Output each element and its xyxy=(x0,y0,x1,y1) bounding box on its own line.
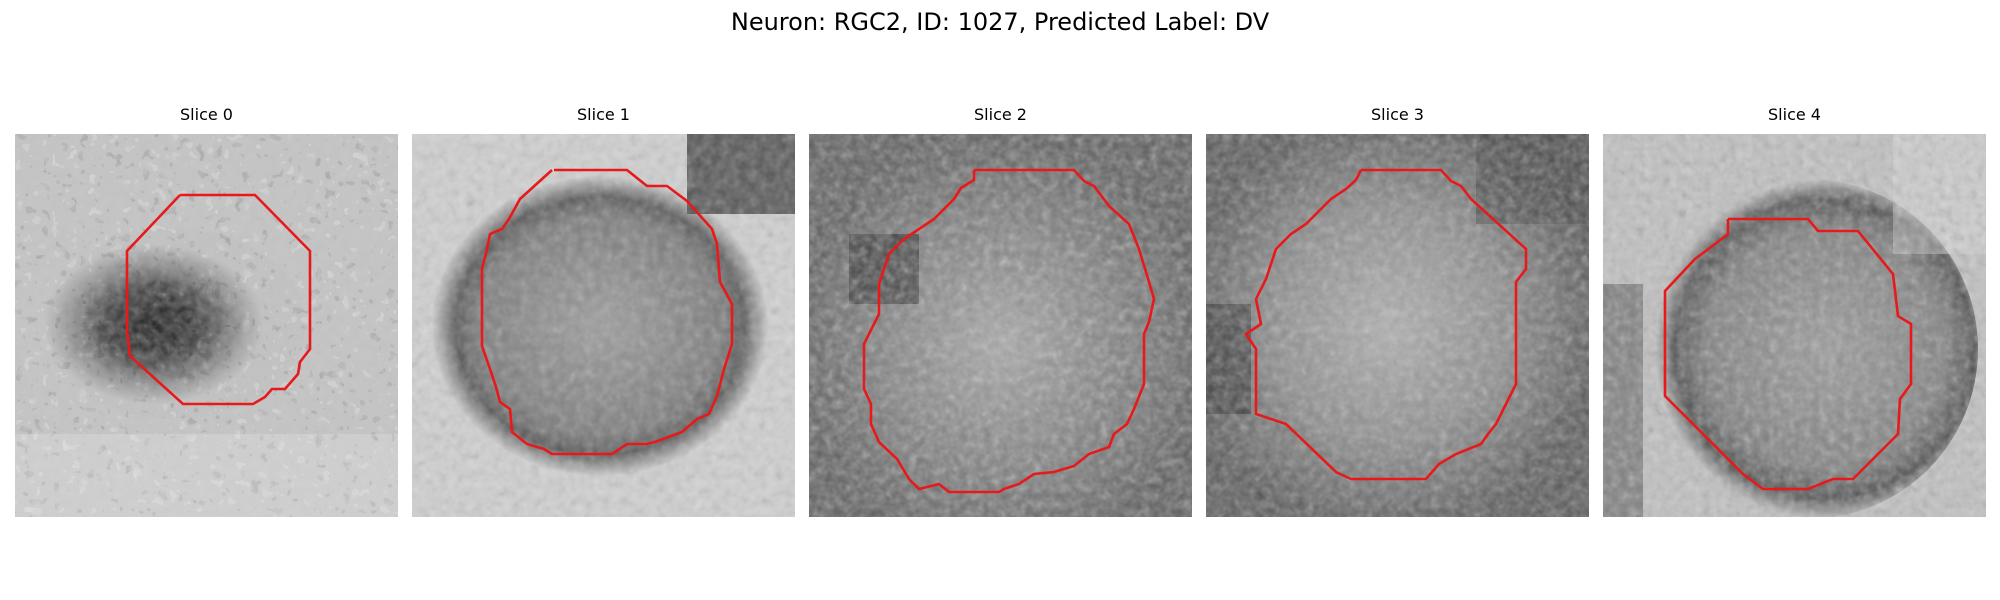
figure-title: Neuron: RGC2, ID: 1027, Predicted Label:… xyxy=(730,8,1270,36)
slice-image-4 xyxy=(1603,134,1986,517)
slice-panel-0: Slice 0 xyxy=(15,105,398,517)
cell-contour-4 xyxy=(1663,217,1913,491)
slice-title-4: Slice 4 xyxy=(1768,105,1821,124)
slice-title-3: Slice 3 xyxy=(1371,105,1424,124)
slice-image-3 xyxy=(1206,134,1589,517)
slice-panel-2: Slice 2 xyxy=(809,105,1192,517)
slice-title-1: Slice 1 xyxy=(577,105,630,124)
slice-panel-1: Slice 1 xyxy=(412,105,795,517)
slice-panel-3: Slice 3 xyxy=(1206,105,1589,517)
slice-title-2: Slice 2 xyxy=(974,105,1027,124)
cell-contour-3 xyxy=(1244,168,1528,481)
cell-contour-0 xyxy=(125,193,312,406)
slice-image-0 xyxy=(15,134,398,517)
slice-image-1 xyxy=(412,134,795,517)
slice-title-0: Slice 0 xyxy=(180,105,233,124)
cell-contour-1 xyxy=(480,168,734,456)
slice-image-2 xyxy=(809,134,1192,517)
cell-contour-2 xyxy=(862,168,1156,494)
slice-panel-4: Slice 4 xyxy=(1603,105,1986,517)
